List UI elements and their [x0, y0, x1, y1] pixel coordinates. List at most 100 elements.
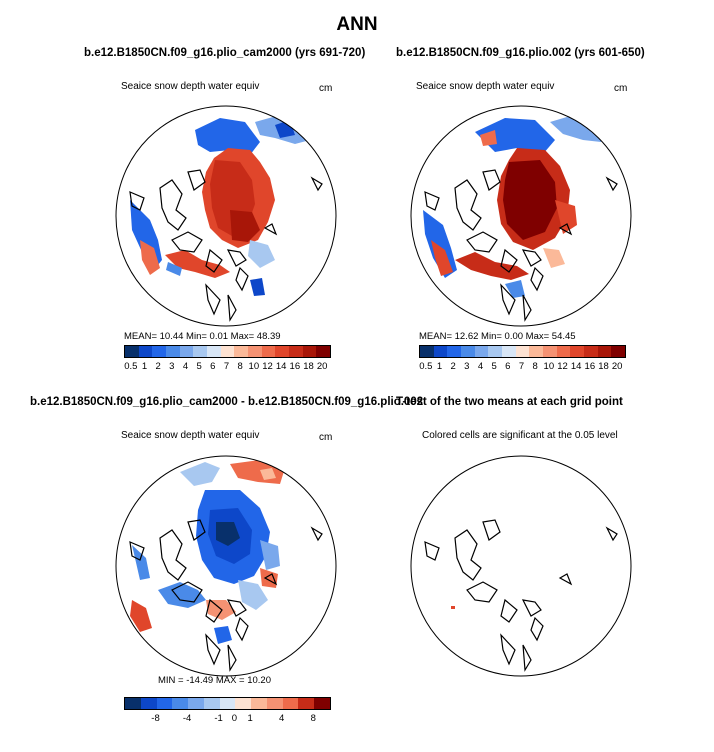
panel3-colorbar-ticks: -8 -4 -1 0 1 4 8 — [124, 713, 329, 725]
colorbar-swatch — [433, 346, 448, 357]
panel2-colorbar — [419, 345, 626, 358]
panel4-case-title: T-test of the two means at each grid poi… — [396, 396, 623, 408]
figure-title: ANN — [336, 14, 378, 35]
colorbar-tick-label: 20 — [316, 361, 328, 372]
colorbar-swatch — [193, 346, 208, 357]
colorbar-swatch — [447, 346, 462, 357]
colorbar-tick-label: -8 — [151, 713, 160, 724]
panel2-map — [410, 105, 632, 327]
colorbar-swatch — [611, 346, 626, 357]
colorbar-tick-label: 5 — [491, 361, 497, 372]
colorbar-swatch — [488, 346, 503, 357]
panel3-map — [115, 455, 337, 677]
colorbar-tick-label: 1 — [141, 361, 148, 372]
colorbar-tick-label: 1 — [436, 361, 443, 372]
colorbar-tick-label: 18 — [598, 361, 609, 372]
colorbar-tick-label: 0.5 — [419, 361, 433, 372]
colorbar-swatch — [251, 698, 267, 709]
colorbar-tick-label: 14 — [275, 361, 287, 372]
colorbar-swatch — [261, 346, 276, 357]
colorbar-tick-label: 10 — [543, 361, 555, 372]
colorbar-swatch — [556, 346, 571, 357]
colorbar-swatch — [125, 698, 141, 709]
colorbar-swatch — [234, 346, 249, 357]
colorbar-swatch — [298, 698, 315, 709]
colorbar-swatch — [266, 698, 283, 709]
colorbar-swatch — [156, 698, 173, 709]
colorbar-tick-label: -1 — [214, 713, 223, 724]
panel1-stats: MEAN= 10.44 Min= 0.01 Max= 48.39 — [124, 331, 281, 342]
colorbar-swatch — [420, 346, 434, 357]
colorbar-swatch — [289, 346, 303, 357]
colorbar-swatch — [275, 346, 290, 357]
colorbar-swatch — [125, 346, 139, 357]
colorbar-tick-label: 3 — [464, 361, 470, 372]
colorbar-swatch — [152, 346, 167, 357]
colorbar-swatch — [138, 346, 153, 357]
panel2-colorbar-ticks: 0.5 1 2 3 4 5 6 7 8 10 12 14 16 18 20 — [419, 361, 624, 373]
colorbar-swatch — [188, 698, 204, 709]
panel2-variable-label: Seaice snow depth water equiv — [416, 81, 555, 92]
colorbar-swatch — [474, 346, 489, 357]
colorbar-swatch — [314, 698, 330, 709]
colorbar-swatch — [203, 698, 220, 709]
colorbar-tick-label: 5 — [196, 361, 202, 372]
colorbar-swatch — [570, 346, 585, 357]
colorbar-tick-label: 18 — [303, 361, 314, 372]
colorbar-swatch — [502, 346, 516, 357]
colorbar-swatch — [179, 346, 194, 357]
colorbar-swatch — [220, 346, 235, 357]
colorbar-tick-label: 7 — [518, 361, 525, 372]
colorbar-swatch — [461, 346, 475, 357]
colorbar-tick-label: 20 — [611, 361, 623, 372]
colorbar-tick-label: 12 — [262, 361, 273, 372]
colorbar-swatch — [584, 346, 598, 357]
colorbar-swatch — [515, 346, 530, 357]
panel1-units: cm — [319, 83, 333, 94]
colorbar-tick-label: -4 — [182, 713, 192, 724]
panel3-case-title: b.e12.B1850CN.f09_g16.plio_cam2000 - b.e… — [30, 396, 424, 408]
colorbar-tick-label: 8 — [532, 361, 538, 372]
colorbar-tick-label: 8 — [237, 361, 243, 372]
panel3-stats: MIN = -14.49 MAX = 10.20 — [158, 675, 272, 686]
colorbar-tick-label: 16 — [289, 361, 301, 372]
panel3-colorbar — [124, 697, 331, 710]
colorbar-swatch — [597, 346, 612, 357]
colorbar-tick-label: 4 — [182, 361, 189, 372]
panel2-units: cm — [614, 83, 628, 94]
panel4-map — [410, 455, 632, 677]
colorbar-tick-label: 3 — [169, 361, 175, 372]
colorbar-swatch — [219, 698, 236, 709]
panel4-label: Colored cells are significant at the 0.0… — [422, 430, 618, 441]
colorbar-swatch — [172, 698, 189, 709]
colorbar-swatch — [543, 346, 557, 357]
colorbar-swatch — [302, 346, 317, 357]
colorbar-swatch — [207, 346, 221, 357]
colorbar-swatch — [235, 698, 252, 709]
panel1-colorbar — [124, 345, 331, 358]
colorbar-swatch — [248, 346, 262, 357]
colorbar-swatch — [166, 346, 180, 357]
colorbar-tick-label: 7 — [223, 361, 230, 372]
panel1-variable-label: Seaice snow depth water equiv — [121, 81, 260, 92]
colorbar-tick-label: 6 — [505, 361, 511, 372]
colorbar-tick-label: 12 — [557, 361, 568, 372]
colorbar-tick-label: 14 — [570, 361, 582, 372]
panel3-units: cm — [319, 432, 333, 443]
colorbar-tick-label: 0.5 — [124, 361, 138, 372]
colorbar-swatch — [140, 698, 157, 709]
colorbar-tick-label: 4 — [279, 713, 285, 724]
colorbar-tick-label: 2 — [155, 361, 161, 372]
colorbar-tick-label: 2 — [450, 361, 456, 372]
panel1-case-title: b.e12.B1850CN.f09_g16.plio_cam2000 (yrs … — [84, 47, 366, 59]
panel3-variable-label: Seaice snow depth water equiv — [121, 430, 260, 441]
colorbar-tick-label: 6 — [210, 361, 216, 372]
colorbar-tick-label: 16 — [584, 361, 596, 372]
colorbar-swatch — [316, 346, 331, 357]
colorbar-tick-label: 4 — [477, 361, 484, 372]
colorbar-tick-label: 0 — [231, 713, 238, 724]
panel1-colorbar-ticks: 0.5 1 2 3 4 5 6 7 8 10 12 14 16 18 20 — [124, 361, 329, 373]
colorbar-swatch — [529, 346, 544, 357]
panel2-stats: MEAN= 12.62 Min= 0.00 Max= 54.45 — [419, 331, 576, 342]
panel1-map — [115, 105, 337, 327]
